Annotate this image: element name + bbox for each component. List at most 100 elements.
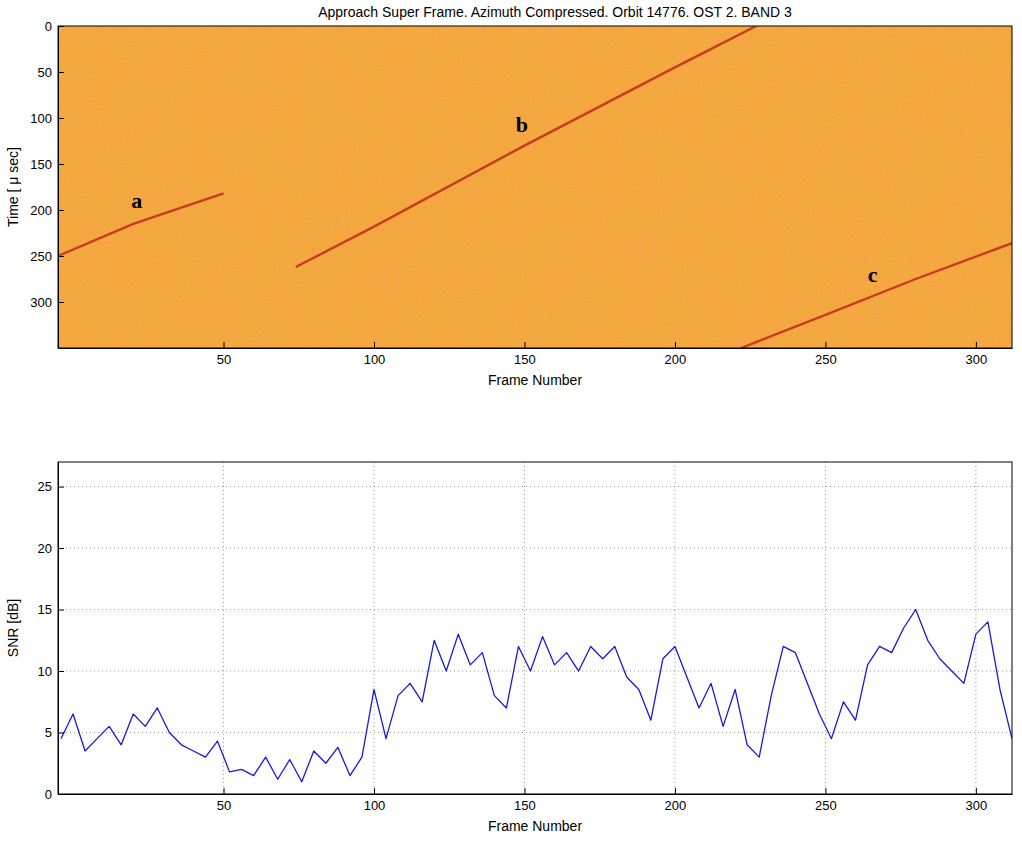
tick-mark — [224, 788, 225, 794]
tick-label: 10 — [38, 664, 52, 679]
tick-label: 150 — [514, 798, 536, 813]
panel: 50 100 150 200 250 300 0 5 10 15 20 25 Frame Number S… — [5, 462, 1013, 834]
x-axis: 50 100 150 200 250 300 — [59, 788, 1013, 813]
tick-mark — [58, 164, 64, 165]
grid-line-x — [825, 462, 826, 794]
tick-label: 100 — [30, 111, 52, 126]
tick: 0 — [45, 19, 64, 34]
tick: 300 — [966, 342, 988, 367]
tick-mark — [58, 487, 64, 488]
chart-svg: 50100150200250300050100150200250300Frame… — [0, 0, 1022, 843]
series-label: c — [868, 262, 878, 287]
tick-label: 20 — [38, 541, 52, 556]
tick-label: 150 — [30, 157, 52, 172]
tick-label: 200 — [665, 798, 687, 813]
tick-label: 0 — [45, 19, 52, 34]
tick-label: 300 — [966, 798, 988, 813]
tick-mark — [58, 548, 64, 549]
tick: 10 — [38, 664, 64, 679]
tick-label: 25 — [38, 479, 52, 494]
tick-label: 0 — [45, 787, 52, 802]
tick: 200 — [665, 788, 687, 813]
tick: 50 — [217, 342, 231, 367]
tick-mark — [224, 342, 225, 348]
tick-label: 300 — [30, 295, 52, 310]
series-label: b — [516, 112, 528, 137]
x-axis-title: Frame Number — [488, 818, 582, 834]
tick-mark — [675, 342, 676, 348]
chart-root: 50100150200250300050100150200250300Frame… — [0, 0, 1022, 843]
tick: 5 — [45, 725, 64, 740]
tick-mark — [675, 788, 676, 794]
tick: 250 — [30, 249, 64, 264]
tick-mark — [825, 788, 826, 794]
grid-line-y — [58, 732, 1012, 733]
tick: 250 — [815, 342, 837, 367]
plot-frame — [58, 26, 1012, 348]
series-line — [61, 610, 1012, 782]
y-axis: 0 5 10 15 20 25 — [38, 463, 64, 802]
tick-label: 50 — [217, 798, 231, 813]
tick-mark — [524, 788, 525, 794]
tick-label: 250 — [815, 798, 837, 813]
tick-mark — [58, 256, 64, 257]
tick-mark — [58, 671, 64, 672]
grid-line-y — [58, 609, 1012, 610]
tick-label: 250 — [815, 352, 837, 367]
tick-mark — [374, 788, 375, 794]
tick: 15 — [38, 602, 64, 617]
tick-label: 50 — [38, 65, 52, 80]
tick: 150 — [514, 342, 536, 367]
tick-mark — [58, 794, 64, 795]
grid-line-x — [975, 462, 976, 794]
tick: 150 — [30, 157, 64, 172]
tick: 20 — [38, 541, 64, 556]
tick: 250 — [815, 788, 837, 813]
grid-line-y — [58, 486, 1012, 487]
tick-label: 100 — [364, 798, 386, 813]
tick-mark — [374, 342, 375, 348]
tick: 50 — [38, 65, 64, 80]
tick-label: 200 — [665, 352, 687, 367]
y-axis: 0 50 100 150 200 250 300 — [30, 19, 64, 349]
data-group — [58, 26, 1012, 348]
grid-line-x — [373, 462, 374, 794]
tick-mark — [58, 118, 64, 119]
tick: 0 — [45, 787, 64, 802]
plot-noise — [58, 26, 1012, 348]
tick: 200 — [30, 203, 64, 218]
grid-line-x — [674, 462, 675, 794]
plot-background — [58, 26, 1012, 348]
axis-line — [59, 794, 1013, 795]
plot-frame — [58, 462, 1012, 794]
tick-label: 150 — [514, 352, 536, 367]
tick-label: 250 — [30, 249, 52, 264]
tick-label: 5 — [45, 725, 52, 740]
y-axis-title: SNR [dB] — [5, 599, 21, 657]
tick: 100 — [30, 111, 64, 126]
series-label: a — [131, 188, 142, 213]
tick: 200 — [665, 342, 687, 367]
x-axis: 50 100 150 200 250 300 — [59, 342, 1013, 367]
tick-label: 15 — [38, 602, 52, 617]
tick: 100 — [364, 342, 386, 367]
axis-line — [59, 348, 1013, 349]
tick: 50 — [217, 788, 231, 813]
tick-mark — [976, 788, 977, 794]
tick-mark — [825, 342, 826, 348]
tick-mark — [976, 342, 977, 348]
grid-line-y — [58, 671, 1012, 672]
x-axis-title: Frame Number — [488, 372, 582, 388]
chart-title: Approach Super Frame. Azimuth Compressed… — [318, 4, 792, 20]
tick: 100 — [364, 788, 386, 813]
tick-mark — [524, 342, 525, 348]
tick-mark — [58, 72, 64, 73]
tick-label: 200 — [30, 203, 52, 218]
axis-line — [58, 27, 59, 349]
series-line — [741, 243, 1012, 348]
tick-mark — [58, 610, 64, 611]
tick: 300 — [966, 788, 988, 813]
data-group — [61, 610, 1012, 782]
tick-label: 50 — [217, 352, 231, 367]
panel: 50 100 150 200 250 300 0 50 100 150 200 250 300 Frame… — [5, 4, 1013, 388]
